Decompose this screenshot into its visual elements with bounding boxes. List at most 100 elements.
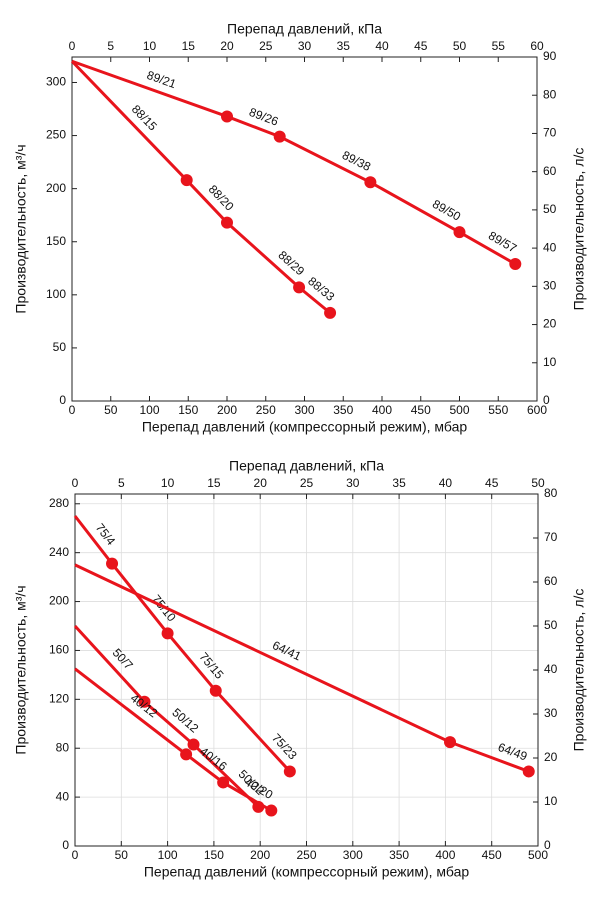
x-tick-label: 300 [343,848,363,862]
point [187,738,200,751]
x2-tick-label: 40 [375,39,389,53]
y2-tick-label: 60 [543,164,557,178]
x-tick-label: 200 [217,403,237,417]
x2-tick-label: 30 [298,39,312,53]
y-tick-label: 240 [49,545,69,559]
x2-tick-label: 30 [346,476,360,490]
x2-tick-label: 25 [259,39,273,53]
point [209,684,222,697]
y2-tick-label: 0 [544,838,551,852]
y-tick-label: 80 [56,740,70,754]
point [324,306,337,319]
point-label: 40/12 [128,691,161,721]
y-tick-label: 150 [46,234,66,248]
x-axis-title: Перепад давлений (компрессорный режим), … [144,864,469,880]
point-label: 75/15 [196,650,226,682]
x-tick-label: 150 [178,403,198,417]
y2-tick-label: 20 [543,317,557,331]
y2-tick-label: 70 [544,530,558,544]
y-tick-label: 100 [46,287,66,301]
x-tick-label: 500 [528,848,548,862]
x2-tick-label: 55 [492,39,506,53]
y2-tick-label: 40 [543,240,557,254]
point [180,174,193,187]
point-label: 50/12 [169,705,201,735]
point [364,176,377,189]
curve [70,60,332,315]
point-label: 88/20 [206,182,237,214]
point [180,748,193,761]
y2-axis-title: Производительность, л/с [571,148,587,311]
x-tick-label: 300 [294,403,314,417]
y-tick-label: 280 [49,496,69,510]
curve [74,563,530,773]
x-tick-label: 50 [104,403,118,417]
y-tick-label: 0 [59,393,66,407]
y-tick-label: 200 [46,181,66,195]
x-tick-label: 100 [139,403,159,417]
y-tick-label: 40 [56,789,70,803]
x2-tick-label: 25 [300,476,314,490]
y-axis-title: Производительность, м³/ч [13,144,29,313]
x2-tick-label: 50 [453,39,467,53]
y2-tick-label: 20 [544,750,558,764]
y2-tick-label: 70 [543,126,557,140]
x-tick-label: 150 [204,848,224,862]
y2-axis-title: Производительность, л/с [571,589,587,752]
point [273,130,286,143]
y2-tick-label: 40 [544,662,558,676]
x-tick-label: 250 [256,403,276,417]
x2-axis-title: Перепад давлений, кПа [227,21,382,37]
x2-tick-label: 20 [254,476,268,490]
point [293,281,306,294]
curve [71,59,517,266]
point [106,557,119,570]
x2-tick-label: 0 [72,476,79,490]
x-tick-label: 500 [449,403,469,417]
point-label: 75/23 [269,731,300,763]
y2-tick-label: 30 [543,279,557,293]
x-tick-label: 50 [115,848,129,862]
y2-tick-label: 50 [543,202,557,216]
y2-tick-label: 80 [544,486,558,500]
x2-tick-label: 15 [207,476,221,490]
point-label: 88/15 [129,102,160,134]
point [161,627,174,640]
x2-tick-label: 35 [337,39,351,53]
point [221,110,233,123]
y-tick-label: 120 [49,692,69,706]
point [265,804,278,817]
y-tick-label: 250 [46,128,66,142]
point-label: 88/33 [305,274,337,304]
x2-tick-label: 35 [392,476,406,490]
x-tick-label: 450 [482,848,502,862]
y-tick-label: 160 [49,643,69,657]
x2-tick-label: 10 [143,39,157,53]
curve [74,667,273,812]
point [217,776,230,789]
x-tick-label: 200 [250,848,270,862]
x2-tick-label: 5 [107,39,114,53]
x2-tick-label: 60 [530,39,544,53]
x2-tick-label: 15 [182,39,196,53]
x2-tick-label: 0 [69,39,76,53]
x-tick-label: 550 [488,403,508,417]
point [509,258,522,271]
point-label: 88/29 [275,248,307,279]
point [522,765,535,778]
x-tick-label: 250 [296,848,316,862]
y2-tick-label: 0 [543,393,550,407]
x-tick-label: 350 [333,403,353,417]
x-tick-label: 100 [158,848,178,862]
curve [73,624,260,808]
x2-tick-label: 20 [220,39,234,53]
y2-tick-label: 50 [544,618,558,632]
y2-tick-label: 60 [544,574,558,588]
y2-tick-label: 10 [544,794,558,808]
y-tick-label: 300 [46,75,66,89]
x-tick-label: 600 [527,403,547,417]
x-axis-title: Перепад давлений (компрессорный режим), … [142,419,467,435]
x-tick-label: 400 [372,403,392,417]
